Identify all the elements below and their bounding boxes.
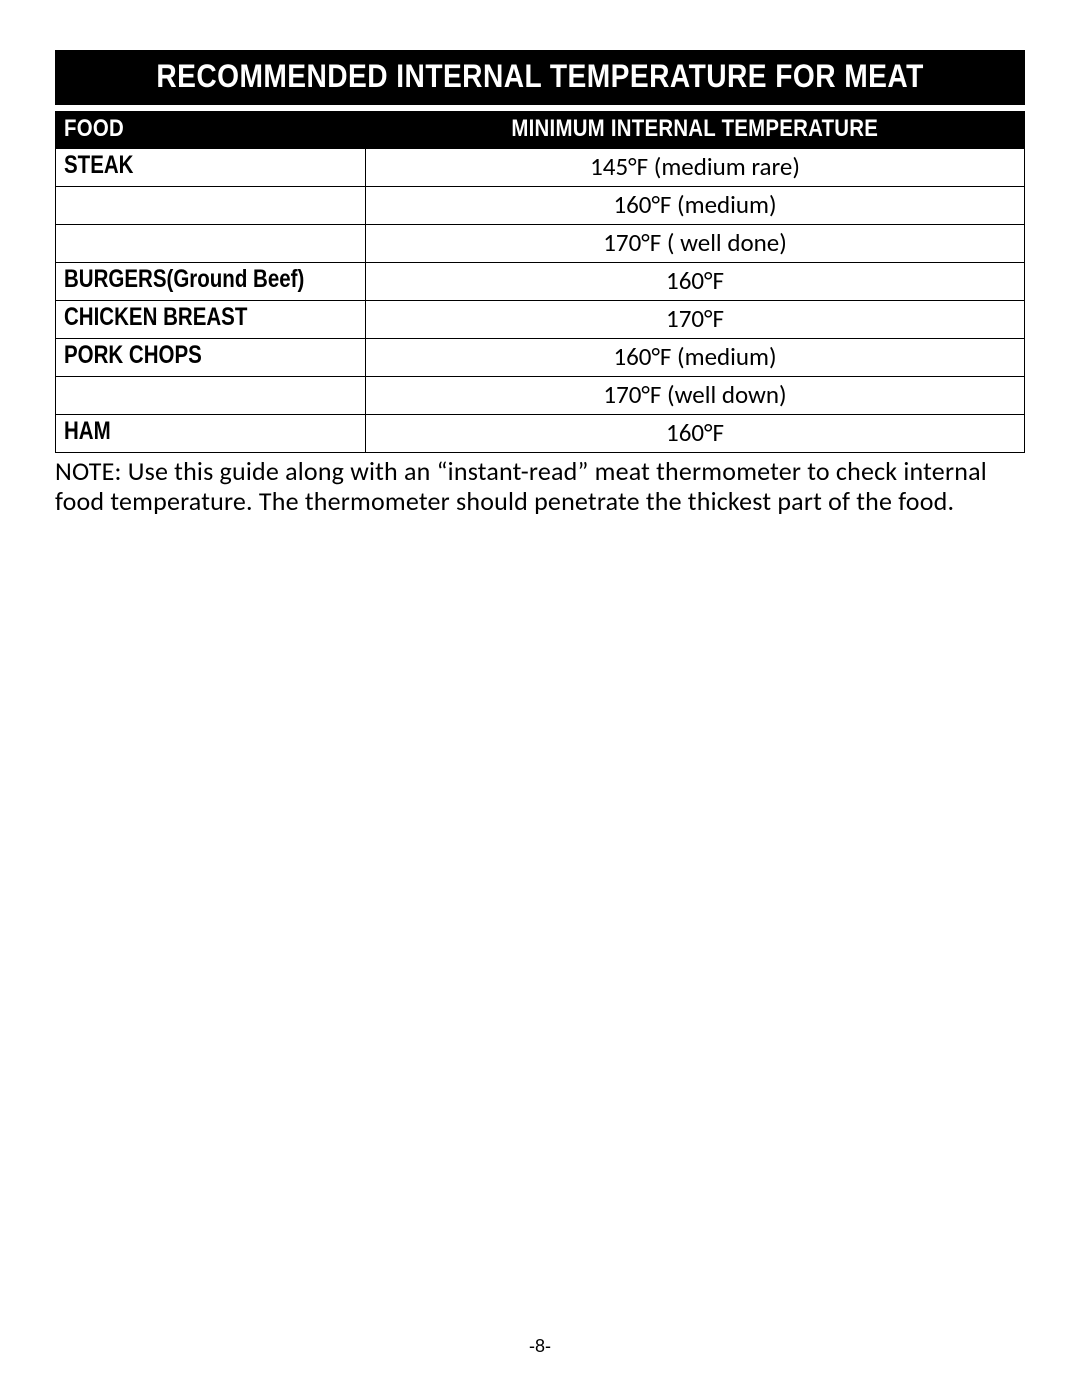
note-text: NOTE: Use this guide along with an “inst… [55, 457, 1025, 517]
food-label: CHICKEN BREAST [64, 303, 247, 332]
page-number: -8- [0, 1336, 1080, 1357]
title-text: RECOMMENDED INTERNAL TEMPERATURE FOR MEA… [156, 58, 923, 95]
temp-cell: 170°F [366, 301, 1025, 339]
table-header-row: FOOD MINIMUM INTERNAL TEMPERATURE [56, 112, 1025, 149]
temp-cell: 160°F [366, 263, 1025, 301]
food-label: STEAK [64, 151, 133, 180]
food-cell: PORK CHOPS [56, 339, 366, 377]
table-row: PORK CHOPS 160°F (medium) [56, 339, 1025, 377]
col-header-temp-label: MINIMUM INTERNAL TEMPERATURE [512, 115, 879, 143]
temp-cell: 160°F (medium) [366, 187, 1025, 225]
food-cell: STEAK [56, 149, 366, 187]
temperature-table: FOOD MINIMUM INTERNAL TEMPERATURE STEAK … [55, 111, 1025, 453]
temp-cell: 160°F (medium) [366, 339, 1025, 377]
table-row: 160°F (medium) [56, 187, 1025, 225]
food-cell: HAM [56, 415, 366, 453]
food-cell [56, 225, 366, 263]
table-row: HAM 160°F [56, 415, 1025, 453]
table-row: STEAK 145°F (medium rare) [56, 149, 1025, 187]
food-cell [56, 377, 366, 415]
table-row: 170°F ( well done) [56, 225, 1025, 263]
table-row: 170°F (well down) [56, 377, 1025, 415]
food-cell: BURGERS(Ground Beef) [56, 263, 366, 301]
col-header-temp: MINIMUM INTERNAL TEMPERATURE [366, 112, 1025, 149]
food-label: BURGERS(Ground Beef) [64, 265, 304, 294]
title-bar: RECOMMENDED INTERNAL TEMPERATURE FOR MEA… [55, 50, 1025, 105]
food-label: HAM [64, 417, 111, 446]
temp-cell: 170°F ( well done) [366, 225, 1025, 263]
food-cell [56, 187, 366, 225]
temp-cell: 145°F (medium rare) [366, 149, 1025, 187]
table-row: BURGERS(Ground Beef) 160°F [56, 263, 1025, 301]
temp-cell: 160°F [366, 415, 1025, 453]
food-label: PORK CHOPS [64, 341, 202, 370]
temp-cell: 170°F (well down) [366, 377, 1025, 415]
food-cell: CHICKEN BREAST [56, 301, 366, 339]
col-header-food: FOOD [56, 112, 366, 149]
table-body: STEAK 145°F (medium rare) 160°F (medium)… [56, 149, 1025, 453]
table-row: CHICKEN BREAST 170°F [56, 301, 1025, 339]
col-header-food-label: FOOD [64, 115, 124, 143]
